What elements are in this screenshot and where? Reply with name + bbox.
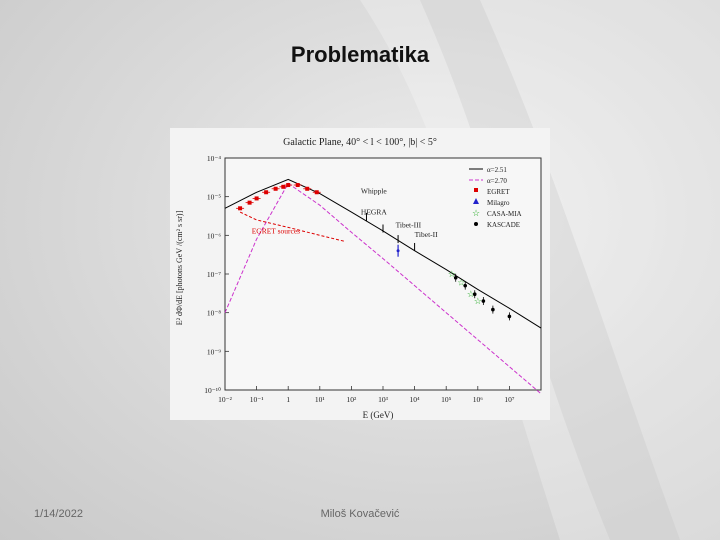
- legend-label: CASA-MIA: [487, 210, 522, 218]
- plot-frame: [224, 157, 542, 391]
- chart-title: Galactic Plane, 40° < l < 100°, |b| < 5°: [283, 137, 437, 148]
- slide-title: Problematika: [290, 42, 430, 67]
- energy-spectrum-chart: Galactic Plane, 40° < l < 100°, |b| < 5°…: [175, 137, 542, 420]
- x-tick-label: 10¹: [315, 395, 325, 404]
- casa-mia-point: ☆: [448, 269, 456, 279]
- legend-label: α=2.51: [487, 166, 507, 174]
- x-axis-label: E (GeV): [363, 410, 394, 420]
- y-tick-label: 10⁻⁹: [207, 347, 221, 356]
- footer-author: Miloš Kovačević: [320, 508, 400, 520]
- y-axis-label: E² dΦ/dE [photons GeV /(cm² s sr)]: [175, 210, 184, 325]
- y-tick-label: 10⁻⁵: [207, 193, 221, 202]
- milagro-point: [396, 249, 400, 253]
- annotation-label: Tibet-II: [415, 230, 439, 239]
- legend-label: Milagro: [487, 199, 510, 207]
- y-tick-label: 10⁻⁴: [207, 154, 221, 163]
- series-line--2-70: [224, 182, 542, 395]
- legend-swatch: [473, 198, 479, 204]
- series-line-egret-sources: [239, 211, 345, 242]
- legend-label: KASCADE: [487, 221, 520, 229]
- x-tick-label: 10⁻²: [218, 395, 232, 404]
- x-tick-label: 1: [286, 395, 290, 404]
- annotation-label: EGRET sources: [252, 227, 300, 236]
- y-tick-label: 10⁻⁷: [207, 270, 221, 279]
- x-tick-label: 10⁵: [441, 395, 452, 404]
- legend-label: α=2.70: [487, 177, 507, 185]
- y-tick-label: 10⁻¹⁰: [204, 386, 221, 395]
- legend-label: EGRET: [487, 188, 510, 196]
- x-tick-label: 10²: [347, 395, 358, 404]
- annotation-label: HEGRA: [361, 207, 387, 216]
- legend-swatch: [474, 222, 478, 226]
- footer-date: 1/14/2022: [34, 508, 83, 520]
- spectrum-figure: Galactic Plane, 40° < l < 100°, |b| < 5°…: [170, 128, 550, 420]
- y-tick-label: 10⁻⁸: [207, 309, 221, 318]
- x-tick-label: 10⁶: [473, 395, 484, 404]
- x-tick-label: 10⁴: [410, 395, 421, 404]
- annotation-label: Whipple: [361, 187, 387, 196]
- casa-mia-point: ☆: [474, 296, 482, 306]
- x-tick-label: 10⁷: [504, 395, 515, 404]
- annotation-label: Tibet-III: [396, 220, 422, 229]
- x-tick-label: 10⁻¹: [250, 395, 264, 404]
- casa-mia-point: ☆: [457, 278, 465, 288]
- legend-swatch: ☆: [472, 208, 480, 218]
- x-tick-label: 10³: [378, 395, 389, 404]
- y-tick-label: 10⁻⁶: [207, 231, 221, 240]
- casa-mia-point: ☆: [467, 289, 475, 299]
- legend-swatch: [474, 188, 478, 192]
